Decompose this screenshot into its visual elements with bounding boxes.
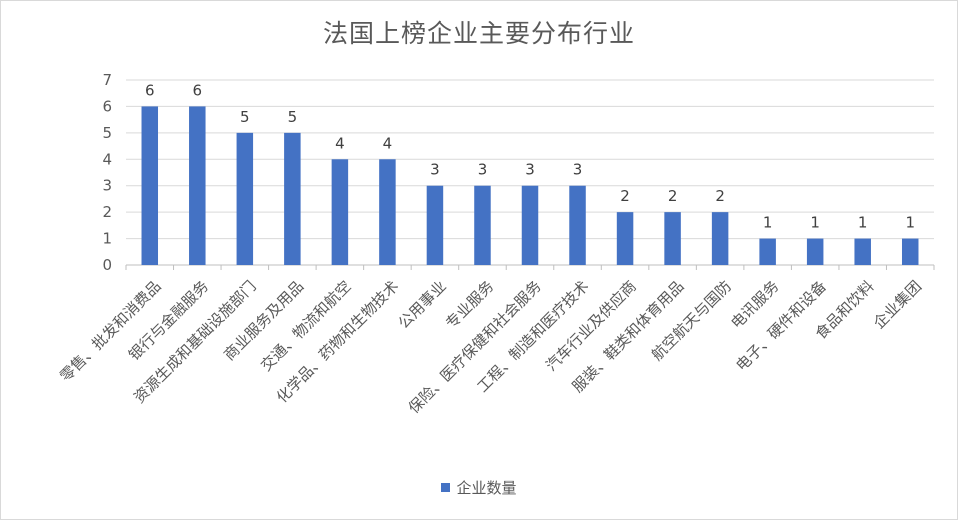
y-tick-label: 4 bbox=[102, 150, 112, 168]
y-tick-label: 3 bbox=[102, 177, 112, 195]
bar bbox=[759, 238, 776, 265]
data-label: 5 bbox=[288, 108, 298, 126]
bar bbox=[664, 212, 681, 265]
bar bbox=[284, 132, 301, 265]
data-label: 1 bbox=[905, 214, 915, 232]
bar bbox=[141, 106, 159, 265]
bar bbox=[474, 185, 491, 265]
data-label: 4 bbox=[335, 134, 345, 152]
x-axis-ticks bbox=[125, 265, 935, 270]
data-label: 3 bbox=[430, 161, 440, 179]
data-label: 2 bbox=[620, 187, 630, 205]
data-label: 1 bbox=[858, 214, 868, 232]
bar bbox=[379, 159, 396, 265]
x-tick-label: 企业集团 bbox=[870, 277, 925, 332]
data-label: 1 bbox=[763, 214, 773, 232]
bar bbox=[711, 212, 729, 265]
bar bbox=[331, 159, 349, 265]
y-tick-label: 6 bbox=[102, 97, 112, 115]
bar bbox=[521, 185, 539, 265]
legend: 企业数量 bbox=[0, 477, 958, 498]
bar bbox=[426, 185, 444, 265]
y-tick-label: 2 bbox=[102, 203, 112, 221]
data-labels: 6 6 5 5 4 4 3 3 3 3 2 2 2 1 1 1 1 bbox=[145, 81, 915, 231]
legend-label: 企业数量 bbox=[456, 479, 517, 497]
bar bbox=[854, 238, 871, 265]
data-label: 1 bbox=[810, 214, 820, 232]
data-label: 2 bbox=[668, 187, 678, 205]
bar bbox=[569, 185, 586, 265]
data-label: 6 bbox=[193, 81, 203, 99]
bar bbox=[189, 106, 206, 265]
x-axis-labels: 零售、批发和消费品银行与金融服务资源生成和基础设施部门商业服务及用品交通、物流和… bbox=[56, 277, 925, 417]
bar bbox=[901, 238, 919, 265]
data-label: 2 bbox=[715, 187, 725, 205]
chart-title: 法国上榜企业主要分布行业 bbox=[322, 19, 635, 48]
legend-swatch bbox=[441, 483, 451, 492]
data-label: 5 bbox=[240, 108, 250, 126]
y-tick-label: 0 bbox=[102, 256, 112, 274]
bars bbox=[141, 106, 919, 265]
y-tick-label: 5 bbox=[102, 124, 112, 142]
bar bbox=[236, 132, 254, 265]
bar bbox=[616, 212, 634, 265]
bar bbox=[806, 238, 824, 265]
data-label: 4 bbox=[383, 134, 393, 152]
data-label: 3 bbox=[478, 161, 488, 179]
data-label: 3 bbox=[573, 161, 583, 179]
y-axis-ticks: 0 1 2 3 4 5 6 7 bbox=[102, 71, 112, 274]
data-label: 3 bbox=[525, 161, 535, 179]
y-tick-label: 1 bbox=[102, 230, 112, 248]
data-label: 6 bbox=[145, 81, 155, 99]
y-tick-label: 7 bbox=[102, 71, 112, 89]
x-tick-label: 公用事业 bbox=[395, 277, 450, 332]
